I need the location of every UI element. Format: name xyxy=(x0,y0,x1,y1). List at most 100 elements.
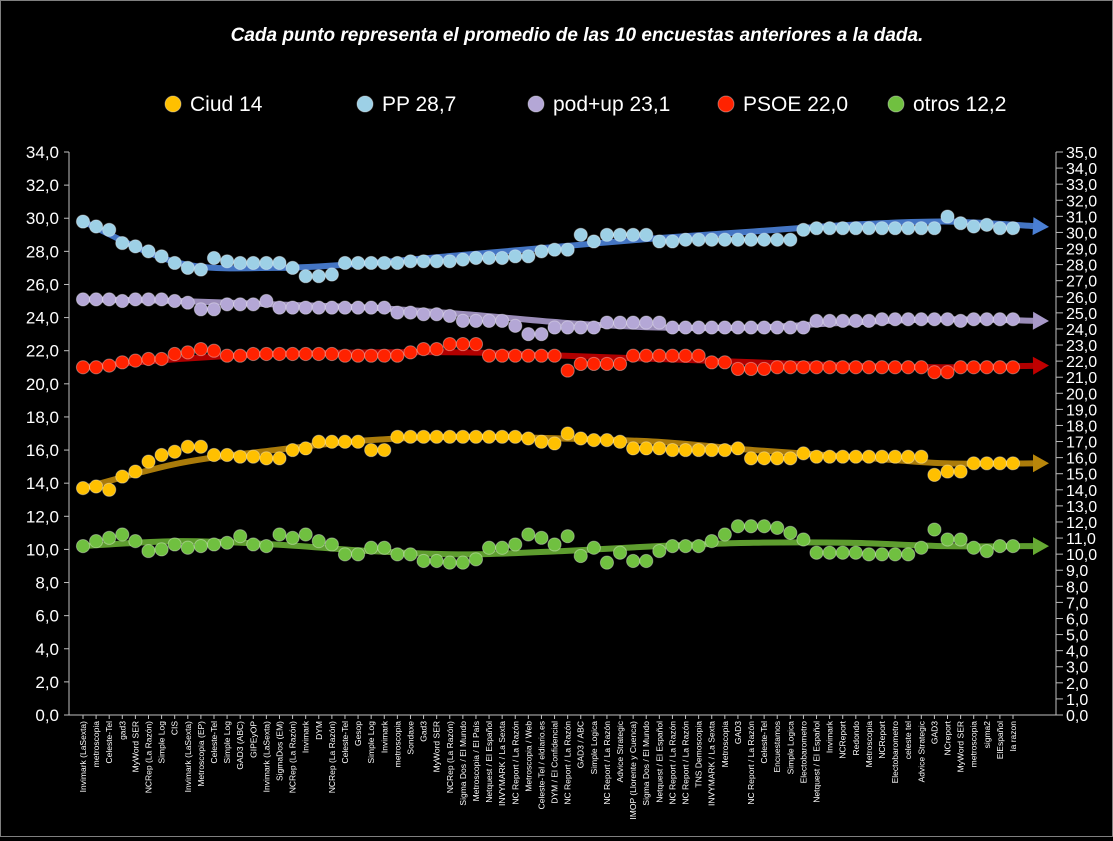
x-tick-label: Netquest / El Español xyxy=(484,721,494,803)
y-right-tick-label: 0,0 xyxy=(1066,708,1088,725)
data-point xyxy=(717,355,732,370)
x-tick-label: MyWord SER xyxy=(130,721,140,772)
x-tick-label: Simple Log xyxy=(366,721,376,764)
data-point xyxy=(586,356,601,372)
data-point xyxy=(233,449,248,464)
data-point xyxy=(508,348,523,363)
data-point xyxy=(206,537,222,552)
data-point xyxy=(429,553,444,569)
data-point xyxy=(914,221,929,236)
data-point xyxy=(547,348,562,363)
y-left-tick-label: 26,0 xyxy=(26,275,59,294)
data-point xyxy=(665,539,680,554)
legend-label: PP 28,7 xyxy=(382,93,456,116)
data-point xyxy=(861,360,877,375)
data-point xyxy=(233,297,248,312)
data-point xyxy=(940,209,955,224)
x-tick-label: DYM xyxy=(314,721,324,740)
axes: 0,02,04,06,08,010,012,014,016,018,020,02… xyxy=(26,143,1097,820)
data-point xyxy=(874,449,890,464)
y-right-tick-label: 15,0 xyxy=(1066,467,1097,484)
data-point xyxy=(835,221,850,236)
data-point xyxy=(888,221,903,236)
x-tick-label: INVYMARK / La Sexta xyxy=(497,721,507,806)
data-point xyxy=(180,260,195,276)
data-point xyxy=(757,451,772,466)
data-point xyxy=(612,434,628,449)
data-point xyxy=(809,313,824,328)
data-point xyxy=(442,308,457,324)
data-point xyxy=(272,255,287,271)
data-point xyxy=(390,429,405,444)
data-point xyxy=(730,519,746,534)
data-point xyxy=(481,348,497,363)
data-point xyxy=(730,232,746,247)
x-tick-label: Netquest / El Español xyxy=(654,721,664,803)
data-point xyxy=(377,540,392,555)
data-point xyxy=(730,320,746,335)
data-point xyxy=(914,540,929,555)
data-point xyxy=(743,451,759,466)
x-tick-label: NC Report / La Razón xyxy=(746,721,756,805)
y-left-tick-label: 2,0 xyxy=(35,673,59,692)
data-point xyxy=(547,436,562,451)
y-left-tick-label: 20,0 xyxy=(26,375,59,394)
data-point xyxy=(547,320,562,335)
data-point xyxy=(586,320,601,335)
data-point xyxy=(626,227,641,242)
y-right-tick-label: 1,0 xyxy=(1066,692,1088,709)
data-point xyxy=(468,336,484,352)
data-point xyxy=(992,221,1008,236)
data-point xyxy=(75,481,91,496)
data-point xyxy=(835,313,850,328)
data-point xyxy=(626,441,641,456)
data-point xyxy=(888,360,903,375)
x-tick-label: Celeste-Tel xyxy=(340,721,350,764)
data-point xyxy=(246,537,261,552)
x-tick-label: Sondaxe xyxy=(405,721,415,755)
data-point xyxy=(285,260,300,276)
data-point xyxy=(311,434,326,449)
data-point xyxy=(272,346,287,362)
chart-title: Cada punto representa el promedio de las… xyxy=(231,25,924,46)
data-point xyxy=(599,356,615,372)
x-tick-label: Invimark (LaSexta) xyxy=(183,721,193,792)
legend-label: pod+up 23,1 xyxy=(553,93,670,116)
data-point xyxy=(403,254,418,269)
data-point xyxy=(796,446,811,461)
data-point xyxy=(128,239,143,254)
y-right-tick-label: 7,0 xyxy=(1066,595,1088,612)
data-point xyxy=(285,300,300,315)
data-point xyxy=(586,433,601,448)
data-point xyxy=(560,320,575,335)
x-tick-label: NCRep (La Razón) xyxy=(288,721,298,793)
data-point xyxy=(547,242,562,257)
data-point xyxy=(128,353,143,368)
data-point xyxy=(167,255,182,271)
data-point xyxy=(102,482,117,497)
data-point xyxy=(861,221,877,236)
data-point xyxy=(901,221,916,236)
data-point xyxy=(455,336,470,352)
x-tick-label: TNS Demoscopia xyxy=(694,721,704,788)
y-left-tick-label: 0,0 xyxy=(35,706,59,725)
data-point xyxy=(88,360,104,375)
data-point xyxy=(743,519,759,534)
data-point xyxy=(298,527,313,542)
data-point xyxy=(547,537,562,552)
data-point xyxy=(809,545,824,560)
data-point xyxy=(861,449,877,464)
data-point xyxy=(717,442,732,458)
data-point xyxy=(901,449,916,464)
y-right-tick-label: 25,0 xyxy=(1066,306,1097,323)
data-point xyxy=(848,360,863,375)
y-left-tick-label: 8,0 xyxy=(35,574,59,593)
data-point xyxy=(730,361,746,377)
data-point xyxy=(364,540,379,555)
data-point xyxy=(953,464,968,479)
data-point xyxy=(796,360,811,375)
x-tick-label: Simple Log xyxy=(222,721,232,764)
data-point xyxy=(495,313,510,328)
data-point xyxy=(455,252,470,267)
x-tick-label: Metroscopia (EP) xyxy=(196,721,206,787)
